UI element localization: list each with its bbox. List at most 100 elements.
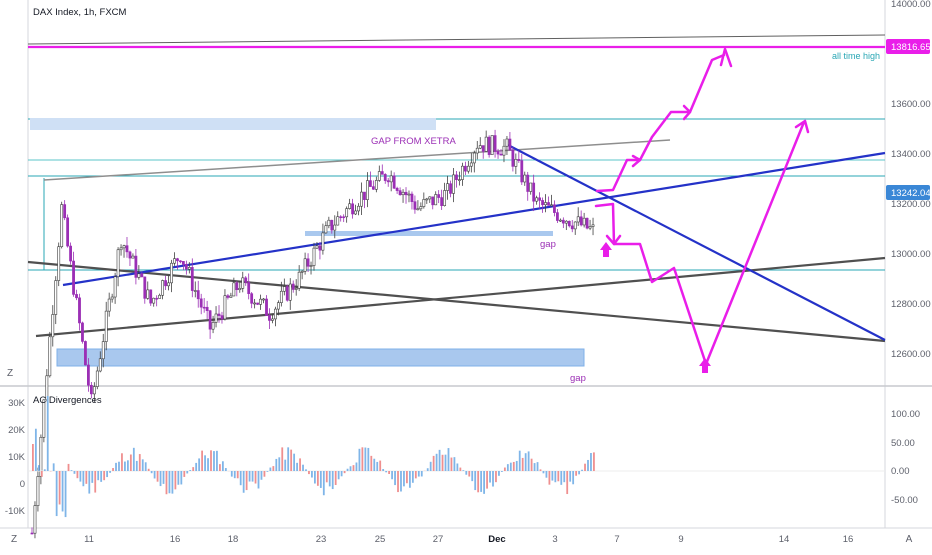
candle-body [503, 146, 505, 155]
price-tick: 13400.00 [891, 149, 931, 160]
candle-body [156, 298, 158, 299]
histogram-bar [421, 471, 423, 476]
time-tick: 16 [843, 534, 854, 545]
histogram-bar [145, 462, 147, 471]
candle-body [254, 303, 256, 304]
candle-body [221, 316, 223, 319]
histogram-bar [456, 463, 458, 471]
candle-body [265, 299, 267, 316]
candle-body [176, 259, 178, 261]
histogram-bar [534, 463, 536, 471]
histogram-bar [474, 471, 476, 490]
histogram-bar [302, 465, 304, 471]
candle-body [592, 225, 594, 227]
candle-body [512, 150, 514, 166]
candle-body [390, 176, 392, 182]
candle-body [301, 271, 303, 272]
candle-body [212, 322, 214, 329]
candle-body [242, 278, 244, 288]
histogram-bar [225, 468, 227, 471]
candle-body [536, 198, 538, 201]
candle-body [547, 202, 549, 205]
histogram-bar [258, 471, 260, 488]
histogram-bar [415, 471, 417, 478]
histogram-bar [172, 471, 174, 494]
candle-body [147, 290, 149, 298]
candle-body [84, 341, 86, 365]
histogram-bar [252, 471, 254, 482]
candle-body [206, 307, 208, 310]
histogram-bar [451, 458, 453, 471]
time-tick: 25 [375, 534, 386, 545]
candle-body [78, 298, 80, 323]
candle-body [233, 283, 235, 296]
histogram-bar [41, 471, 43, 477]
histogram-bar [68, 464, 70, 471]
gap-lower-label: gap [570, 373, 586, 384]
candle-body [441, 198, 443, 206]
indicator-right-tick: 0.00 [891, 466, 910, 477]
candle-body [245, 278, 247, 283]
gap-box-upper[interactable] [305, 231, 553, 236]
candle-body [164, 281, 166, 286]
candle-body [550, 205, 552, 206]
histogram-bar [314, 471, 316, 484]
candle-body [31, 533, 33, 534]
histogram-bar [427, 468, 429, 471]
histogram-bar [133, 448, 135, 471]
histogram-bar [412, 471, 414, 483]
candle-body [117, 250, 119, 277]
histogram-bar [157, 471, 159, 482]
histogram-bar [373, 459, 375, 471]
candle-body [556, 213, 558, 221]
histogram-bar [130, 454, 132, 471]
indicator-left-tick: -10K [5, 506, 26, 517]
candle-body [369, 181, 371, 187]
histogram-bar [189, 470, 191, 471]
time-tick: 11 [84, 534, 94, 545]
candle-body [589, 226, 591, 228]
gap-from-xetra-box[interactable] [30, 118, 436, 130]
histogram-bar [409, 471, 411, 488]
histogram-bar [361, 447, 363, 471]
symbol-title[interactable]: DAX Index, 1h, FXCM [33, 7, 127, 18]
histogram-bar [563, 471, 565, 482]
histogram-bar [97, 471, 99, 480]
histogram-bar [216, 451, 218, 471]
histogram-bar [513, 462, 515, 471]
histogram-bar [480, 471, 482, 492]
histogram-bar [210, 450, 212, 471]
histogram-bar [237, 471, 239, 478]
candle-body [331, 220, 333, 230]
candle-body [553, 205, 555, 213]
candle-body [527, 175, 529, 191]
zoom-toggle-top[interactable]: Z [7, 368, 13, 379]
histogram-bar [528, 451, 530, 471]
histogram-bar [519, 451, 521, 471]
candle-body [72, 261, 74, 294]
candle-body [310, 266, 312, 267]
zoom-toggle-bottom[interactable]: Z [11, 534, 17, 545]
histogram-bar [442, 455, 444, 471]
histogram-bar [400, 471, 402, 492]
candle-body [363, 192, 365, 200]
histogram-bar [332, 471, 334, 489]
histogram-bar [385, 471, 387, 472]
histogram-bar [163, 471, 165, 484]
candle-body [571, 226, 573, 229]
histogram-bar [492, 471, 494, 487]
histogram-bar [293, 454, 295, 471]
histogram-bar [65, 471, 67, 517]
candle-body [580, 217, 582, 225]
candle-body [55, 281, 57, 315]
gap-box-lower[interactable] [57, 349, 584, 366]
auto-scale-button[interactable]: A [906, 534, 913, 545]
indicator-title[interactable]: AC Divergences [33, 395, 102, 406]
price-tick: 13600.00 [891, 99, 931, 110]
candle-body [372, 187, 374, 190]
histogram-bar [118, 462, 120, 471]
histogram-bar [557, 471, 559, 481]
histogram-bar [397, 471, 399, 492]
candle-body [452, 175, 454, 194]
